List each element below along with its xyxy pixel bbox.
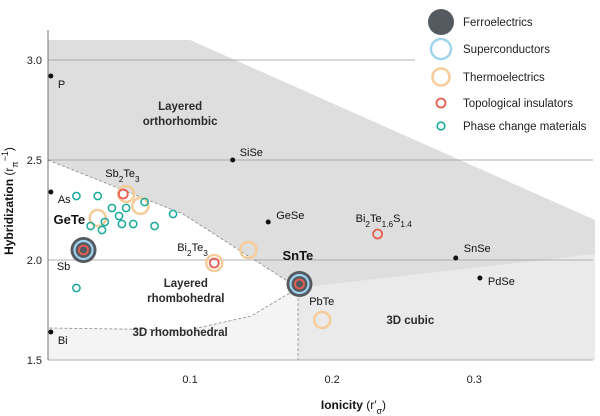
topological-point-3 — [294, 278, 305, 290]
compound-label-1: As — [58, 194, 71, 206]
region-label-3: 3D cubic — [386, 315, 435, 327]
compound-dot-7 — [477, 275, 483, 281]
thermoelectric-point-2 — [131, 196, 150, 216]
region-label-1: Layered rhombohedral — [147, 278, 224, 305]
compound-label-10: Sb2Te3 — [105, 168, 140, 184]
compound-label-13: PbTe — [309, 296, 334, 308]
phase-change-point-12 — [168, 209, 178, 219]
compound-dot-6 — [453, 255, 459, 261]
x-tick-label-1: 0.2 — [325, 374, 340, 386]
legend: Ferroelectrics Superconductors Thermoelect… — [415, 2, 600, 140]
legend-item-topological: Topological insulators — [435, 97, 573, 110]
superconductor-point-1 — [289, 273, 310, 295]
region-3d-rhombohedral — [48, 288, 299, 360]
compound-label-9: SnTe — [282, 248, 313, 263]
data-marks — [48, 73, 483, 335]
legend-label-superconductor: Superconductors — [463, 44, 550, 56]
region-label-2: 3D rhombohedral — [133, 327, 228, 339]
boundary-layered — [47, 159, 299, 289]
legend-swatch-superconductor — [429, 37, 453, 61]
phase-change-point-6 — [100, 217, 110, 227]
phase-change-point-3 — [114, 211, 124, 221]
compound-label-12: Bi2Te1.6S1.4 — [356, 213, 413, 229]
phase-change-point-11 — [150, 221, 159, 231]
compound-label-7: PdSe — [488, 276, 515, 288]
region-layered-orthorhombic — [48, 40, 595, 288]
phase-change-point-4 — [121, 203, 131, 213]
legend-label-topological: Topological insulators — [463, 98, 573, 110]
phase-change-point-7 — [117, 219, 127, 229]
compound-label-6: SnSe — [464, 243, 491, 255]
phase-change-point-9 — [97, 225, 107, 235]
compound-dot-5 — [265, 219, 271, 225]
legend-label-phase_change: Phase change materials — [463, 121, 587, 133]
region-boundaries — [47, 159, 299, 360]
legend-swatch-thermoelectric — [431, 67, 451, 87]
legend-swatch-topological — [435, 97, 447, 109]
phase-change-point-10 — [140, 197, 149, 207]
legend-swatch-phase-change — [436, 121, 446, 131]
superconductor-point-0 — [73, 239, 94, 261]
compound-dot-1 — [48, 189, 54, 195]
region-3d-cubic — [298, 254, 595, 360]
legend-item-thermoelectric: Thermoelectrics — [431, 67, 545, 87]
phase-change-point-13 — [72, 283, 81, 293]
phase-change-point-2 — [107, 203, 117, 213]
y-tick-label-2: 2.5 — [27, 155, 42, 167]
thermoelectric-point-5 — [312, 310, 332, 330]
gridlines — [48, 59, 593, 361]
topological-point-0 — [117, 188, 129, 200]
y-tick-label-3: 3.0 — [27, 55, 42, 67]
phase-change-point-1 — [93, 191, 103, 201]
region-label-0: Layered orthorhombic — [143, 101, 218, 128]
x-tick-label-2: 0.3 — [467, 374, 482, 386]
compound-label-2: Sb — [57, 261, 70, 273]
x-axis-label: Ionicity (r′σ) — [321, 398, 386, 416]
topological-point-1 — [208, 257, 220, 269]
compound-label-11: Bi2Te3 — [177, 242, 208, 258]
phase-change-point-5 — [128, 219, 138, 229]
x-tick-label-0: 0.1 — [182, 374, 197, 386]
legend-item-superconductor: Superconductors — [429, 37, 550, 61]
legend-item-phase_change: Phase change materials — [436, 121, 587, 133]
thermoelectric-point-4 — [239, 240, 258, 260]
topological-point-4 — [78, 244, 89, 256]
legend-label-thermoelectric: Thermoelectrics — [463, 72, 545, 84]
y-axis-label: Hybridization (rπ−1) — [0, 147, 20, 255]
compound-label-0: P — [58, 79, 65, 91]
boundary-3d-rhombohedral — [47, 287, 299, 331]
phase-change-point-0 — [72, 191, 81, 201]
phase-change-point-8 — [86, 221, 95, 231]
regions-layer — [48, 40, 595, 360]
topological-point-2 — [372, 228, 384, 240]
compound-dot-3 — [48, 329, 54, 335]
legend-item-ferroelectric: Ferroelectrics — [428, 9, 533, 35]
legend-swatch-ferroelectric — [428, 9, 454, 35]
compound-labels: Layered orthorhombic Layered rhombohedral 3D… — [54, 79, 515, 347]
compound-dot-0 — [48, 73, 54, 79]
compound-label-3: Bi — [58, 335, 68, 347]
compound-label-8: GeTe — [54, 212, 86, 227]
compound-dot-4 — [230, 157, 236, 163]
axes: 1.5 2.0 2.5 3.0 0.1 0.2 0.3 Ionicity (r′σ) Hybri… — [0, 30, 482, 416]
y-tick-label-1: 2.0 — [27, 255, 42, 267]
compound-label-5: GeSe — [276, 210, 304, 222]
compound-label-4: SiSe — [240, 147, 263, 159]
thermoelectric-point-3 — [204, 253, 224, 273]
legend-label-ferroelectric: Ferroelectrics — [463, 17, 533, 29]
y-tick-label-0: 1.5 — [27, 355, 42, 367]
